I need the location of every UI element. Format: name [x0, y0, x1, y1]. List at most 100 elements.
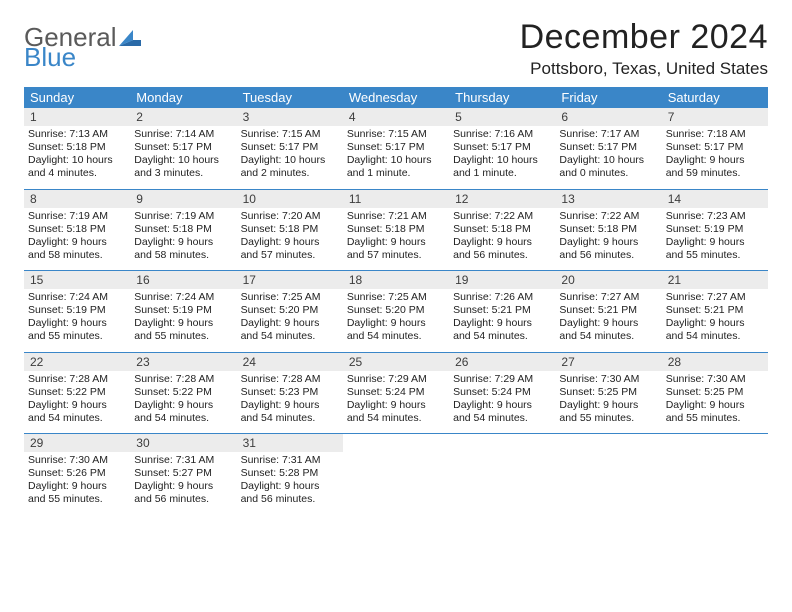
day-line: and 55 minutes.: [28, 330, 126, 343]
day-line: Sunset: 5:17 PM: [559, 141, 657, 154]
day-line: Sunrise: 7:15 AM: [347, 128, 445, 141]
day-line: Sunset: 5:28 PM: [241, 467, 339, 480]
day-line: Sunset: 5:23 PM: [241, 386, 339, 399]
title-block: December 2024 Pottsboro, Texas, United S…: [520, 18, 768, 79]
day-number: 3: [237, 108, 343, 126]
day-line: Daylight: 9 hours: [241, 236, 339, 249]
day-line: and 54 minutes.: [347, 330, 445, 343]
day-body: Sunrise: 7:28 AMSunset: 5:22 PMDaylight:…: [130, 371, 236, 434]
day-cell: 17Sunrise: 7:25 AMSunset: 5:20 PMDayligh…: [237, 271, 343, 352]
day-cell: 7Sunrise: 7:18 AMSunset: 5:17 PMDaylight…: [662, 108, 768, 189]
logo-text-blue: Blue: [24, 44, 76, 70]
day-line: Daylight: 9 hours: [666, 399, 764, 412]
day-line: Daylight: 9 hours: [28, 317, 126, 330]
day-line: and 56 minutes.: [453, 249, 551, 262]
day-body: Sunrise: 7:21 AMSunset: 5:18 PMDaylight:…: [343, 208, 449, 271]
day-body: Sunrise: 7:22 AMSunset: 5:18 PMDaylight:…: [555, 208, 661, 271]
day-cell: 28 Sunrise: 7:30 AMSunset: 5:25 PMDayligh…: [662, 353, 768, 434]
day-line: Sunset: 5:18 PM: [28, 223, 126, 236]
day-number: 12: [449, 190, 555, 208]
day-cell: 21Sunrise: 7:27 AMSunset: 5:21 PMDayligh…: [662, 271, 768, 352]
day-cell: 15Sunrise: 7:24 AMSunset: 5:19 PMDayligh…: [24, 271, 130, 352]
day-cell: 6Sunrise: 7:17 AMSunset: 5:17 PMDaylight…: [555, 108, 661, 189]
day-line: Sunset: 5:27 PM: [134, 467, 232, 480]
day-line: and 54 minutes.: [453, 330, 551, 343]
day-line: Daylight: 9 hours: [453, 399, 551, 412]
day-line: and 55 minutes.: [559, 412, 657, 425]
day-number: 21: [662, 271, 768, 289]
day-body: Sunrise: 7:19 AMSunset: 5:18 PMDaylight:…: [24, 208, 130, 271]
day-body: Sunrise: 7:17 AMSunset: 5:17 PMDaylight:…: [555, 126, 661, 189]
day-number: 5: [449, 108, 555, 126]
day-number: 6: [555, 108, 661, 126]
day-line: Daylight: 9 hours: [28, 399, 126, 412]
day-cell: 9Sunrise: 7:19 AMSunset: 5:18 PMDaylight…: [130, 190, 236, 271]
day-line: Sunrise: 7:30 AM: [666, 373, 764, 386]
day-cell: 22Sunrise: 7:28 AMSunset: 5:22 PMDayligh…: [24, 353, 130, 434]
day-line: Sunset: 5:17 PM: [134, 141, 232, 154]
day-line: and 56 minutes.: [241, 493, 339, 506]
day-line: Sunrise: 7:28 AM: [241, 373, 339, 386]
day-cell: 16Sunrise: 7:24 AMSunset: 5:19 PMDayligh…: [130, 271, 236, 352]
day-line: Sunset: 5:25 PM: [559, 386, 657, 399]
day-cell: [662, 434, 768, 515]
day-line: Sunrise: 7:20 AM: [241, 210, 339, 223]
day-line: Sunrise: 7:15 AM: [241, 128, 339, 141]
day-line: Sunrise: 7:18 AM: [666, 128, 764, 141]
day-number: 28: [662, 353, 768, 371]
day-number: 15: [24, 271, 130, 289]
day-number: [662, 434, 768, 438]
day-line: Sunrise: 7:17 AM: [559, 128, 657, 141]
day-line: Sunset: 5:20 PM: [241, 304, 339, 317]
day-line: Sunrise: 7:31 AM: [134, 454, 232, 467]
week-row: 22Sunrise: 7:28 AMSunset: 5:22 PMDayligh…: [24, 353, 768, 435]
day-body: Sunrise: 7:14 AMSunset: 5:17 PMDaylight:…: [130, 126, 236, 189]
day-line: Sunrise: 7:24 AM: [134, 291, 232, 304]
day-line: Sunset: 5:17 PM: [347, 141, 445, 154]
day-line: Sunset: 5:20 PM: [347, 304, 445, 317]
day-line: and 58 minutes.: [28, 249, 126, 262]
location: Pottsboro, Texas, United States: [520, 59, 768, 79]
day-line: Sunset: 5:25 PM: [666, 386, 764, 399]
day-line: Sunset: 5:18 PM: [28, 141, 126, 154]
day-line: and 58 minutes.: [134, 249, 232, 262]
day-number: 16: [130, 271, 236, 289]
day-body: Sunrise: 7:24 AMSunset: 5:19 PMDaylight:…: [130, 289, 236, 352]
day-cell: 13Sunrise: 7:22 AMSunset: 5:18 PMDayligh…: [555, 190, 661, 271]
day-number: 7: [662, 108, 768, 126]
day-line: and 57 minutes.: [241, 249, 339, 262]
day-line: Sunset: 5:21 PM: [453, 304, 551, 317]
day-cell: 12Sunrise: 7:22 AMSunset: 5:18 PMDayligh…: [449, 190, 555, 271]
day-line: Sunrise: 7:26 AM: [453, 291, 551, 304]
day-number: 11: [343, 190, 449, 208]
day-cell: [343, 434, 449, 515]
day-body: Sunrise: 7:29 AMSunset: 5:24 PMDaylight:…: [449, 371, 555, 434]
day-body: Sunrise: 7:18 AMSunset: 5:17 PMDaylight:…: [662, 126, 768, 189]
day-line: Daylight: 9 hours: [559, 236, 657, 249]
day-number: [449, 434, 555, 438]
day-line: Sunset: 5:21 PM: [666, 304, 764, 317]
day-body: Sunrise: 7:13 AMSunset: 5:18 PMDaylight:…: [24, 126, 130, 189]
day-header: Sunday: [24, 87, 130, 108]
day-number: 9: [130, 190, 236, 208]
day-line: Daylight: 9 hours: [453, 236, 551, 249]
day-body: Sunrise: 7:31 AMSunset: 5:27 PMDaylight:…: [130, 452, 236, 515]
day-line: and 59 minutes.: [666, 167, 764, 180]
day-line: and 56 minutes.: [559, 249, 657, 262]
day-line: Daylight: 9 hours: [241, 399, 339, 412]
day-line: and 55 minutes.: [134, 330, 232, 343]
day-cell: 20Sunrise: 7:27 AMSunset: 5:21 PMDayligh…: [555, 271, 661, 352]
logo-arrow-icon: [119, 30, 141, 50]
day-line: Sunset: 5:18 PM: [347, 223, 445, 236]
day-cell: 31Sunrise: 7:31 AMSunset: 5:28 PMDayligh…: [237, 434, 343, 515]
day-line: Sunrise: 7:29 AM: [453, 373, 551, 386]
day-line: Daylight: 9 hours: [134, 317, 232, 330]
day-line: Sunrise: 7:13 AM: [28, 128, 126, 141]
day-body: Sunrise: 7:27 AMSunset: 5:21 PMDaylight:…: [662, 289, 768, 352]
month-title: December 2024: [520, 18, 768, 57]
day-line: Daylight: 9 hours: [559, 317, 657, 330]
day-cell: 14Sunrise: 7:23 AMSunset: 5:19 PMDayligh…: [662, 190, 768, 271]
day-line: Sunrise: 7:27 AM: [666, 291, 764, 304]
day-line: Sunrise: 7:30 AM: [559, 373, 657, 386]
day-line: and 54 minutes.: [559, 330, 657, 343]
